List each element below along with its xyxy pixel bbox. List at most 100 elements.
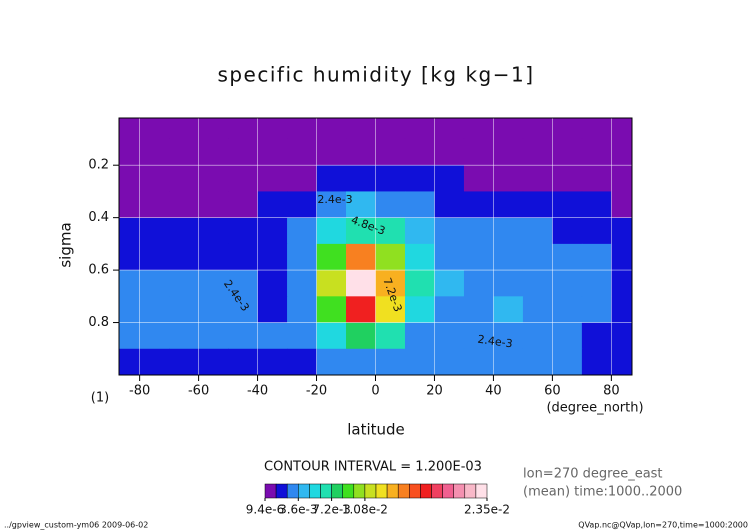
contour-cell [522, 165, 553, 192]
contour-cell [287, 118, 318, 140]
x-axis-label: latitude [347, 421, 405, 439]
contour-cell [198, 296, 229, 324]
contour-cell [552, 243, 583, 271]
contour-cell [463, 243, 494, 271]
x-units: (degree_north) [546, 401, 643, 416]
contour-cell [404, 348, 435, 375]
note: (mean) time:1000..2000 [523, 485, 682, 500]
contour-cell [493, 243, 524, 271]
contour-cell [434, 191, 465, 219]
contour-cell [139, 138, 170, 166]
y-units: (1) [91, 391, 109, 406]
contour-cell [119, 118, 141, 140]
colorbar-tick-label: 1.08e-2 [342, 503, 388, 517]
contour-cell [139, 165, 170, 192]
contour-cell [611, 217, 632, 245]
contour-cell [552, 191, 583, 219]
contour-cell [552, 118, 583, 140]
contour-cell [287, 296, 318, 324]
contour-cell [375, 348, 406, 375]
contour-cell [611, 165, 632, 192]
contour-cell [169, 296, 200, 324]
contour-cell [434, 138, 465, 166]
contour-cell [287, 348, 318, 375]
contour-cell [552, 296, 583, 324]
contour-cell [346, 138, 376, 166]
x-tick-label: 20 [426, 384, 443, 399]
contour-cell [316, 217, 347, 245]
contour-cell [139, 118, 170, 140]
contour-cell [552, 322, 583, 350]
contour-cell [119, 348, 141, 375]
contour-cell [316, 138, 347, 166]
contour-cell [198, 165, 229, 192]
contour-cell [611, 322, 632, 350]
colorbar-box [397, 483, 410, 499]
contour-cell [257, 270, 288, 297]
contour-cell [404, 322, 435, 350]
contour-cell [463, 348, 494, 375]
contour-cell [346, 165, 376, 192]
contour-cell [346, 322, 376, 350]
contour-cell [228, 243, 259, 271]
contour-cell [434, 322, 465, 350]
contour-cell [119, 138, 141, 166]
contour-cell [552, 348, 583, 375]
contour-cell [169, 118, 200, 140]
contour-cell [119, 217, 141, 245]
contour-cell [375, 270, 406, 297]
contour-cell [257, 191, 288, 219]
colorbar-tick-label: 7.2e-3 [312, 503, 350, 517]
contour-cell [611, 138, 632, 166]
contour-cell [611, 191, 632, 219]
contour-cell [198, 348, 229, 375]
contour-cell [493, 191, 524, 219]
colorbar-box [475, 483, 488, 499]
note: lon=270 degree_east [523, 467, 663, 482]
contour-cell [434, 217, 465, 245]
contour-cell [228, 118, 259, 140]
colorbar-box [275, 483, 288, 499]
contour-cell [404, 243, 435, 271]
grid [113, 118, 632, 381]
contour-cell [169, 165, 200, 192]
contour-cell [463, 270, 494, 297]
contour-cell [404, 118, 435, 140]
contour-cell [493, 270, 524, 297]
contour-cell [169, 322, 200, 350]
contour-cell [198, 270, 229, 297]
y-tick-label: 0.2 [88, 158, 109, 173]
contour-cell [169, 217, 200, 245]
contour-cell [139, 322, 170, 350]
contour-cell [228, 296, 259, 324]
contour-cell [493, 348, 524, 375]
colorbar-tick-label: 9.4e-6 [246, 503, 284, 517]
contour-cell [119, 270, 141, 297]
contour-cell [611, 118, 632, 140]
colorbar-tick-label: 3.6e-3 [279, 503, 317, 517]
contour-cell [522, 348, 553, 375]
colorbar-box [420, 483, 432, 499]
colorbar-box [342, 483, 355, 499]
x-tick-label: -60 [188, 384, 209, 399]
contour-cell [316, 191, 347, 219]
contour-cell [119, 191, 141, 219]
contour-label: 2.4e-3 [317, 193, 352, 206]
contour-cell [228, 191, 259, 219]
contour-cell [198, 138, 229, 166]
contour-cell [581, 270, 612, 297]
colorbar-box [375, 483, 388, 499]
contour-cell [375, 118, 406, 140]
contour-cell [139, 217, 170, 245]
colorbar-box [442, 483, 454, 499]
contour-cell [139, 348, 170, 375]
contour-cell [198, 217, 229, 245]
contour-cell [552, 138, 583, 166]
contour-cell [316, 296, 347, 324]
contour-cell [139, 243, 170, 271]
colorbar-box [264, 483, 277, 499]
contour-cell [287, 165, 318, 192]
colorbar-box [386, 483, 399, 499]
y-axis-label: sigma [57, 222, 75, 267]
contour-cell [552, 217, 583, 245]
